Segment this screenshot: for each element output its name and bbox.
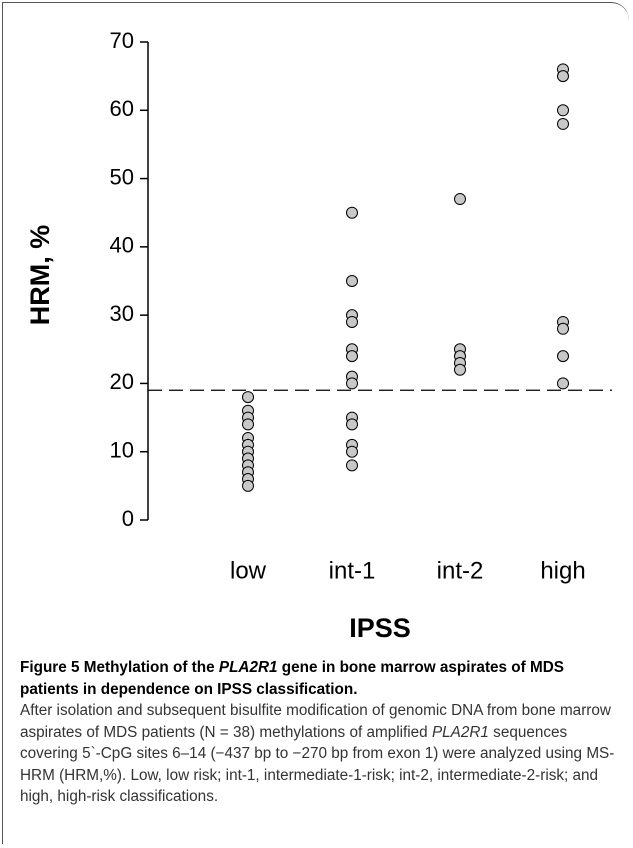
data-point (346, 206, 358, 219)
data-point (242, 391, 254, 404)
y-tick-label: 60 (110, 96, 134, 121)
data-point (557, 350, 569, 363)
caption-text: gene in bone marrow aspirates of MDS pat… (20, 659, 564, 698)
data-point (346, 315, 358, 328)
x-axis-title: IPSS (349, 613, 411, 643)
data-point (346, 445, 358, 458)
x-tick-label: int-2 (437, 557, 484, 584)
y-tick-label: 10 (110, 438, 134, 463)
data-point (346, 459, 358, 472)
data-point (346, 418, 358, 431)
data-point (557, 117, 569, 130)
y-tick-label: 20 (110, 369, 134, 394)
caption-title: Figure 5 Methylation of the PLA2R1 gene … (20, 657, 620, 700)
data-point (557, 70, 569, 83)
data-point (346, 350, 358, 363)
x-tick-label: int-1 (329, 557, 376, 584)
caption-text: PLA2R1 (218, 659, 278, 676)
caption-text: Figure 5 Methylation of the (20, 659, 219, 676)
data-point (557, 104, 569, 117)
caption-text: sequences covering 5`-CpG sites 6–14 (−4… (20, 723, 615, 806)
y-tick-label: 40 (110, 233, 134, 258)
y-axis-title: HRM, % (25, 225, 55, 326)
caption: Figure 5 Methylation of the PLA2R1 gene … (20, 657, 620, 808)
data-point (557, 322, 569, 335)
y-tick-label: 0 (122, 506, 134, 531)
caption-text: After isolation and subsequent bisulfite… (20, 702, 611, 741)
y-tick-label: 30 (110, 301, 134, 326)
data-point (242, 479, 254, 492)
data-point (454, 193, 466, 206)
data-point (557, 377, 569, 390)
data-point (346, 275, 358, 287)
data-point (242, 418, 254, 431)
chart: IPSS HRM, % 0 10 20 30 40 50 60 70 low int-1 int-2… (25, 28, 612, 643)
x-tick-label: low (230, 557, 267, 584)
data-point (454, 363, 466, 376)
caption-body: After isolation and subsequent bisulfite… (20, 700, 620, 808)
y-tick-label: 70 (110, 28, 134, 53)
y-tick-label: 50 (110, 164, 134, 189)
caption-text: PLA2R1 (431, 723, 489, 741)
x-tick-label: high (540, 557, 585, 584)
data-point (346, 377, 358, 390)
